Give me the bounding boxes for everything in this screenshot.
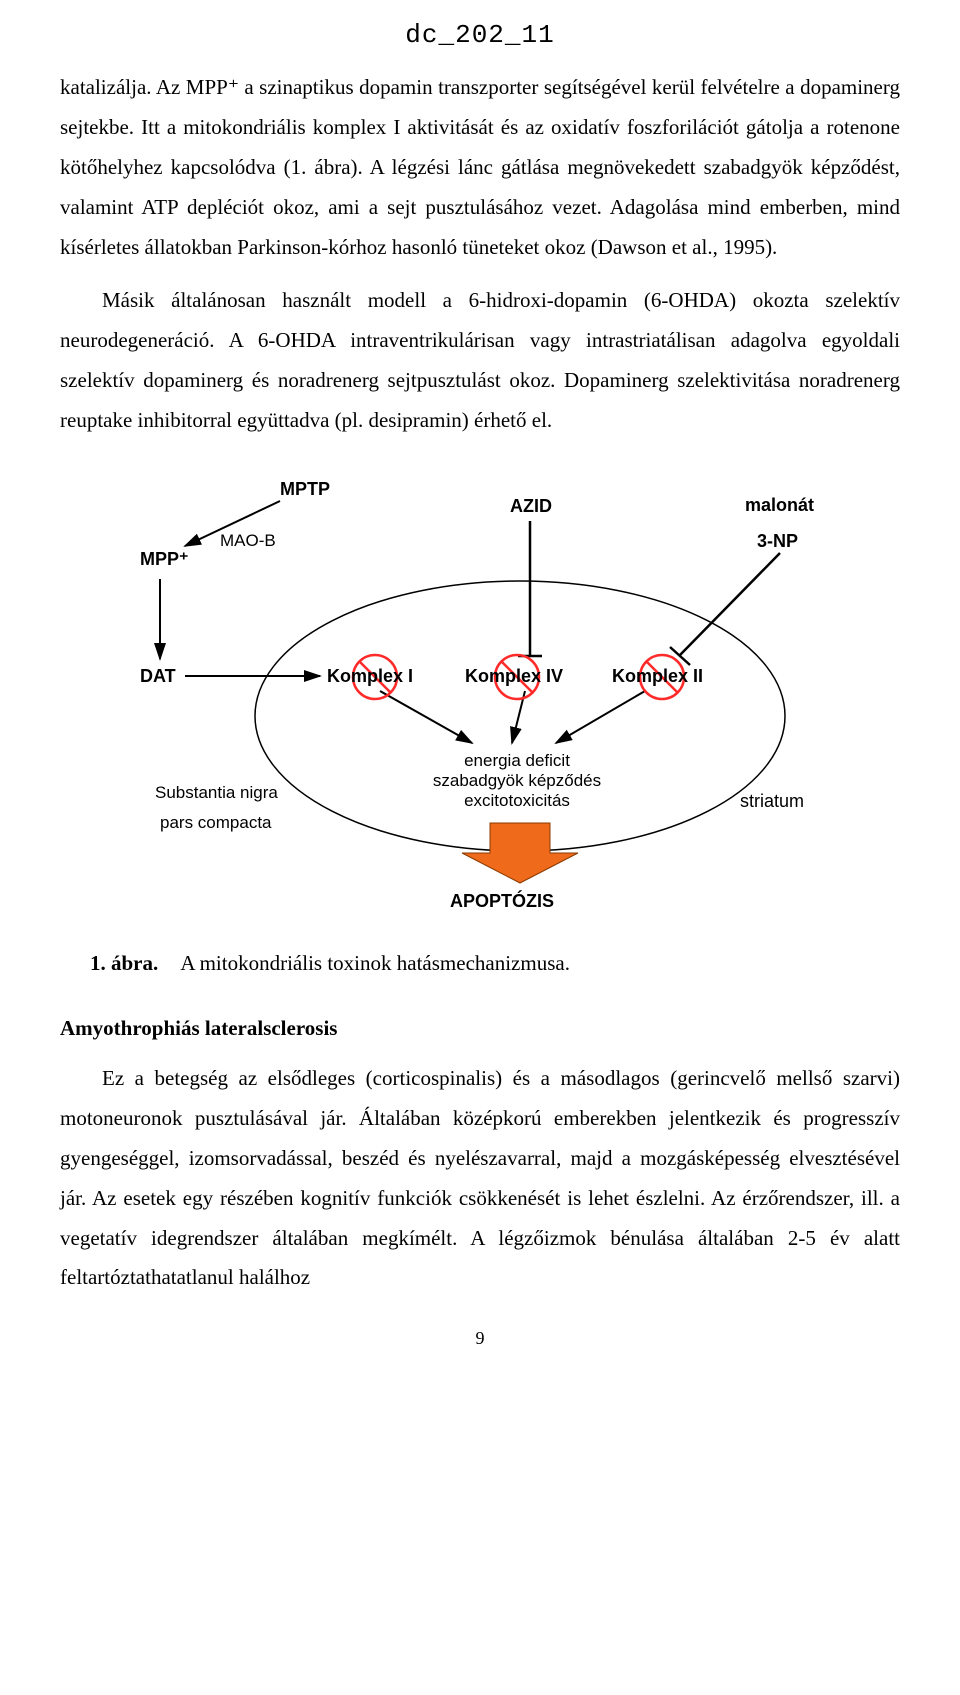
label-substantia: Substantia nigra bbox=[155, 783, 278, 803]
figure-1-caption-text: A mitokondriális toxinok hatásmechanizmu… bbox=[180, 951, 570, 975]
paragraph-2: Másik általánosan használt modell a 6-hi… bbox=[60, 281, 900, 441]
label-pars: pars compacta bbox=[160, 813, 272, 833]
label-mpp: MPP⁺ bbox=[140, 549, 189, 570]
label-striatum: striatum bbox=[740, 791, 804, 812]
figure-1-caption: 1. ábra. A mitokondriális toxinok hatásm… bbox=[90, 951, 900, 976]
label-mptp: MPTP bbox=[280, 479, 330, 500]
label-komplex1: Komplex I bbox=[327, 666, 413, 687]
doc-header-code: dc_202_11 bbox=[60, 20, 900, 50]
label-malonat: malonát bbox=[745, 495, 814, 516]
label-azid: AZID bbox=[510, 496, 552, 517]
label-komplex2: Komplex II bbox=[612, 666, 703, 687]
paragraph-3: Ez a betegség az elsődleges (corticospin… bbox=[60, 1059, 900, 1298]
label-3np: 3-NP bbox=[757, 531, 798, 552]
figure-1-number: 1. ábra. bbox=[90, 951, 158, 975]
label-center-effects: energia deficitszabadgyök képződésexcito… bbox=[412, 751, 622, 811]
page-number: 9 bbox=[60, 1328, 900, 1349]
label-apoptozis: APOPTÓZIS bbox=[450, 891, 554, 912]
label-maob: MAO-B bbox=[220, 531, 276, 551]
label-komplex4: Komplex IV bbox=[465, 666, 563, 687]
section-heading-als: Amyothrophiás lateralsclerosis bbox=[60, 1016, 900, 1041]
label-dat: DAT bbox=[140, 666, 176, 687]
paragraph-1: katalizálja. Az MPP⁺ a szinaptikus dopam… bbox=[60, 68, 900, 267]
figure-1-diagram: MPTP AZID malonát 3-NP MAO-B MPP⁺ DAT Ko… bbox=[80, 471, 880, 941]
